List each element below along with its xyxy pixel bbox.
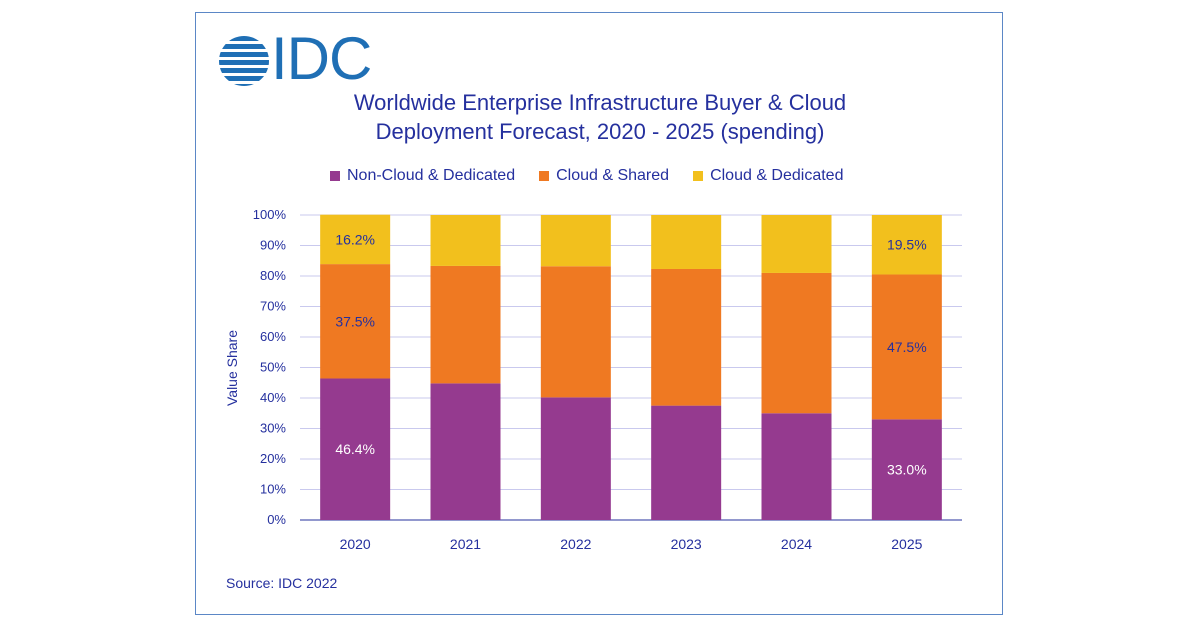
y-tick-label: 60% — [260, 329, 286, 344]
y-tick-label: 70% — [260, 299, 286, 314]
data-label: 16.2% — [335, 231, 375, 247]
bar-segment — [651, 268, 722, 406]
legend-item-non-cloud-dedicated: Non-Cloud & Dedicated — [330, 167, 515, 185]
y-tick-label: 80% — [260, 268, 286, 283]
bar-segment — [430, 265, 501, 384]
bar-segment — [540, 397, 611, 520]
chart-title-line-1: Worldwide Enterprise Infrastructure Buye… — [353, 90, 847, 115]
y-tick-label: 40% — [260, 390, 286, 405]
legend-label: Cloud & Dedicated — [710, 167, 844, 184]
y-axis-label: Value Share — [224, 330, 240, 406]
bar-segment — [320, 214, 391, 265]
bar-segment — [761, 215, 832, 273]
data-label: 46.4% — [335, 441, 375, 457]
bar-segment — [871, 419, 942, 520]
data-label: 33.0% — [887, 462, 927, 478]
y-tick-label: 10% — [260, 482, 286, 497]
bar-segment — [540, 215, 611, 267]
idc-globe-icon — [219, 36, 269, 86]
data-label: 19.5% — [887, 237, 927, 253]
bar-segment — [540, 266, 611, 398]
x-tick-label: 2023 — [671, 536, 702, 552]
data-label: 37.5% — [335, 313, 375, 329]
legend-swatch — [539, 171, 550, 181]
bar-segment — [871, 215, 942, 275]
legend-item-cloud-shared: Cloud & Shared — [539, 167, 669, 185]
x-tick-label: 2020 — [340, 536, 371, 552]
y-tick-label: 50% — [260, 360, 286, 375]
bar-segment — [651, 215, 722, 269]
legend-swatch — [693, 171, 704, 181]
bar-segment — [320, 264, 391, 379]
x-tick-label: 2024 — [781, 536, 812, 552]
y-tick-label: 20% — [260, 451, 286, 466]
x-tick-label: 2021 — [450, 536, 481, 552]
y-tick-label: 0% — [267, 512, 286, 527]
bar-segment — [320, 378, 391, 520]
legend-item-cloud-dedicated: Cloud & Dedicated — [693, 167, 843, 185]
chart-title-line-2: Deployment Forecast, 2020 - 2025 (spendi… — [375, 119, 825, 144]
legend-label: Non-Cloud & Dedicated — [347, 167, 516, 184]
chart-title: Worldwide Enterprise Infrastructure Buye… — [260, 88, 940, 146]
bar-segment — [761, 413, 832, 520]
legend-label: Cloud & Shared — [556, 167, 670, 184]
chart-legend: Non-Cloud & Dedicated Cloud & Shared Clo… — [330, 164, 867, 188]
y-tick-label: 30% — [260, 421, 286, 436]
bar-segment — [430, 215, 501, 266]
bar-segment — [761, 272, 832, 414]
data-label: 47.5% — [887, 339, 927, 355]
x-tick-label: 2025 — [891, 536, 922, 552]
y-tick-label: 100% — [253, 207, 287, 222]
y-tick-label: 90% — [260, 238, 286, 253]
bar-segment — [651, 405, 722, 520]
logo-wordmark: IDC — [271, 25, 372, 92]
legend-swatch — [330, 171, 340, 181]
idc-logo: IDC — [218, 29, 393, 90]
x-tick-label: 2022 — [560, 536, 591, 552]
source-note: Source: IDC 2022 — [226, 575, 338, 591]
bar-segment — [430, 383, 501, 520]
bar-segment — [871, 274, 942, 420]
